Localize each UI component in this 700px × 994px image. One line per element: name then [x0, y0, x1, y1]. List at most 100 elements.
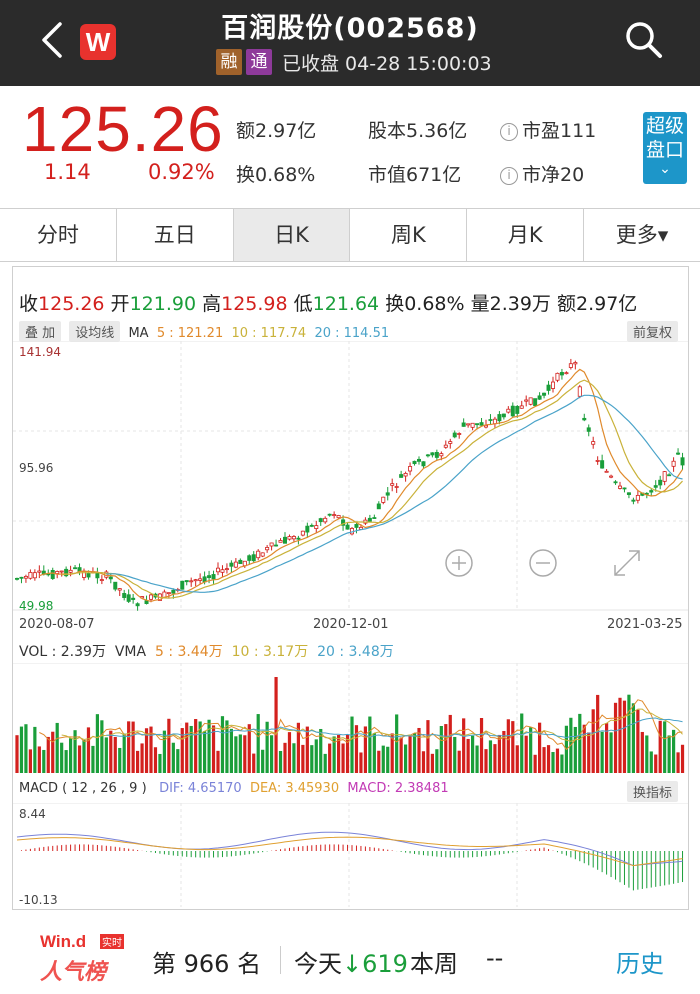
candle-body: [113, 581, 118, 590]
tab-five-day[interactable]: 五日: [117, 209, 234, 261]
volume-bar: [131, 721, 135, 773]
tab-monthly-k[interactable]: 月K: [467, 209, 585, 261]
search-icon[interactable]: [624, 20, 664, 60]
zoom-in-icon[interactable]: [443, 547, 475, 579]
pe-ratio[interactable]: i 市盈111: [500, 116, 596, 143]
date-end: 2021-03-25: [607, 617, 683, 632]
volume-bar: [560, 754, 564, 773]
volume-bar: [587, 732, 591, 773]
volume-bar: [645, 735, 649, 773]
volume-bar: [319, 728, 323, 773]
candle-body: [64, 568, 69, 577]
date-mid: 2020-12-01: [313, 617, 389, 632]
candle-body: [676, 452, 681, 455]
candle-body: [327, 513, 332, 516]
volume-bar: [144, 728, 149, 773]
volume-bar: [55, 722, 59, 773]
turn-label: 换: [385, 293, 405, 315]
volume-legend: VOL : 2.39万 VMA 5 : 3.44万 10 : 3.17万 20 …: [19, 641, 394, 661]
rank-suffix: 名: [237, 950, 262, 978]
market-status: 已收盘 04-28 15:00:03: [282, 52, 492, 75]
volume-bar: [86, 727, 91, 773]
volume-bar: [462, 718, 466, 773]
tab-daily-k[interactable]: 日K: [233, 209, 351, 261]
volume-bar: [605, 723, 609, 773]
candle-body: [278, 540, 283, 543]
ma20-line: [106, 394, 683, 593]
amt-label: 额: [556, 293, 576, 315]
macd-y-min: -10.13: [19, 893, 58, 907]
zoom-out-icon[interactable]: [527, 547, 559, 579]
ma5-line: [39, 368, 684, 603]
tab-more[interactable]: 更多▾: [615, 223, 669, 247]
turnover-rate: 换0.68%: [236, 164, 316, 186]
volume-bar: [176, 749, 180, 773]
volume-bar: [220, 716, 225, 773]
volume-bar: [520, 713, 524, 773]
candle-body: [559, 372, 564, 376]
tab-intraday[interactable]: 分时: [0, 209, 117, 261]
super-orderbook-button[interactable]: 超级 盘口 ⌄: [643, 112, 687, 184]
volume-bar: [37, 746, 41, 773]
volume-bar: [203, 731, 207, 773]
ma-label: MA: [128, 326, 149, 341]
volume-bar: [578, 713, 582, 773]
candle-body: [631, 499, 636, 502]
candle-body: [305, 525, 310, 533]
y-axis-mid: 95.96: [19, 461, 54, 475]
candle-body: [215, 567, 220, 573]
close-label: 收: [19, 293, 39, 315]
history-link[interactable]: 历史: [616, 950, 664, 978]
candle-body: [332, 514, 337, 516]
candle-body: [251, 554, 256, 562]
volume-bar: [439, 725, 443, 773]
volume-bar: [386, 746, 390, 773]
adjust-button[interactable]: 前复权: [626, 321, 678, 342]
volume-bar: [158, 753, 162, 773]
back-icon[interactable]: [38, 20, 68, 60]
ma20-value: 20 : 114.51: [314, 326, 390, 341]
volume-bar: [198, 721, 202, 773]
kline-chart[interactable]: [13, 341, 688, 611]
ma-setting-button[interactable]: 设均线: [69, 321, 121, 342]
macd-value: MACD: 2.38481: [347, 781, 449, 796]
last-price: 125.26: [22, 93, 224, 165]
volume-chart[interactable]: [13, 663, 688, 773]
volume-bar: [42, 749, 46, 773]
volume-bar: [265, 721, 269, 773]
pb-ratio[interactable]: i 市净20: [500, 160, 584, 187]
volume-bar: [167, 718, 171, 773]
volume-bar: [390, 733, 394, 773]
candle-body: [108, 576, 113, 580]
volume-bar: [323, 753, 327, 773]
volume-bar: [337, 735, 341, 773]
candle-body: [211, 574, 216, 580]
ma10-line: [61, 379, 683, 599]
volume-bar: [314, 739, 318, 773]
overlay-button[interactable]: 叠 加: [19, 321, 62, 342]
volume-bar: [551, 752, 555, 773]
candle-body: [381, 496, 386, 503]
volume-bar: [546, 745, 551, 773]
candle-body: [233, 561, 238, 568]
volume-bar: [506, 719, 510, 773]
volume-bar: [64, 750, 68, 773]
change-indicator-button[interactable]: 换指标: [626, 781, 678, 802]
volume-bar: [82, 740, 86, 773]
candle-body: [77, 567, 82, 572]
volume-bar: [484, 749, 488, 773]
volume-bar: [104, 737, 108, 773]
expand-icon[interactable]: [611, 547, 643, 579]
volume-bar: [502, 730, 506, 773]
low-value: 121.64: [312, 293, 380, 315]
y-axis-min: 49.98: [19, 599, 54, 613]
volume-bar: [368, 716, 372, 773]
volume-bar: [51, 731, 55, 773]
candle-body: [256, 550, 261, 559]
volume-bar: [216, 750, 220, 773]
volume-bar: [140, 743, 144, 773]
macd-chart[interactable]: [13, 803, 688, 907]
volume-bar: [372, 733, 376, 773]
volume-bar: [305, 726, 309, 773]
tab-weekly-k[interactable]: 周K: [350, 209, 468, 261]
